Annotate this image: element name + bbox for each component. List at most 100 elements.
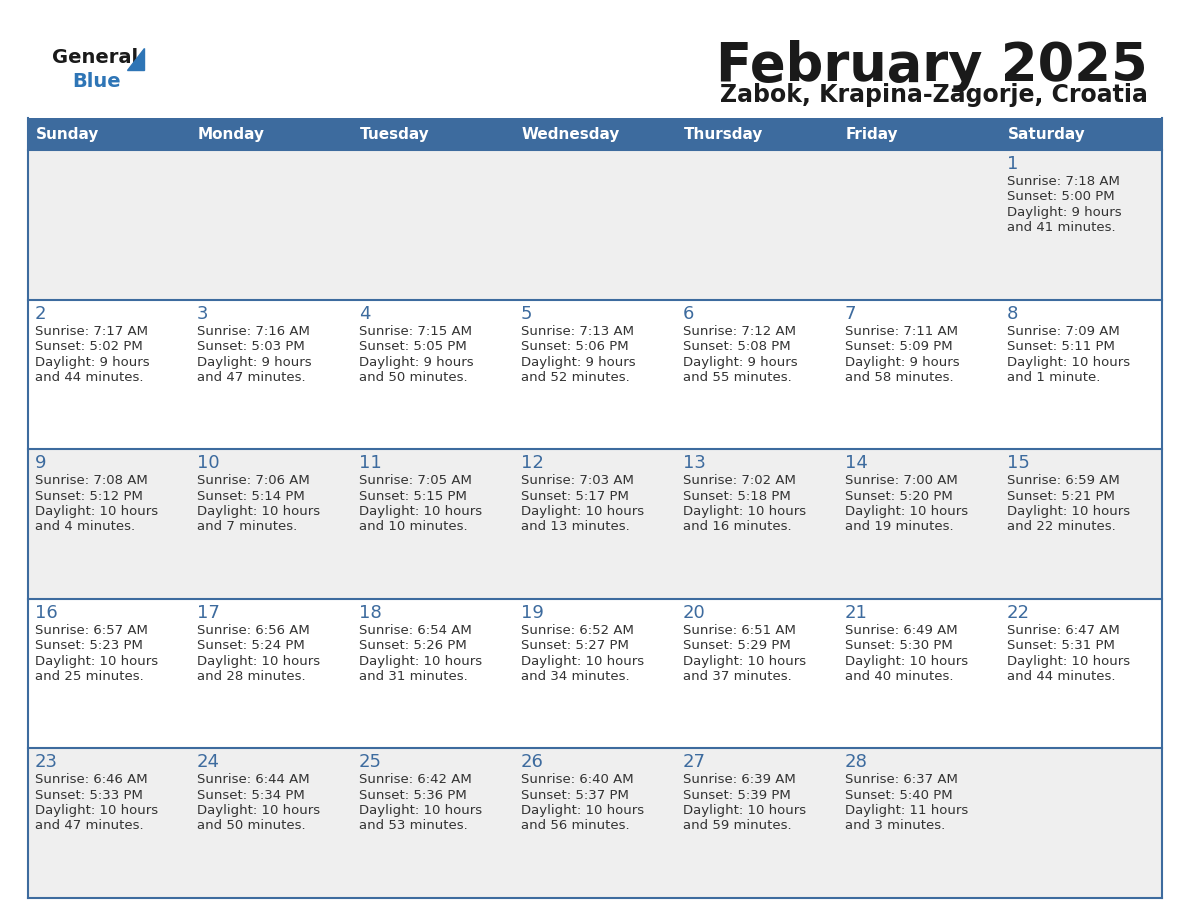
Text: Friday: Friday — [846, 127, 898, 141]
Text: Sunset: 5:17 PM: Sunset: 5:17 PM — [522, 489, 628, 503]
Bar — [190, 299, 352, 449]
Text: Daylight: 9 hours
and 55 minutes.: Daylight: 9 hours and 55 minutes. — [683, 355, 797, 384]
Text: Daylight: 10 hours
and 31 minutes.: Daylight: 10 hours and 31 minutes. — [359, 655, 482, 683]
Text: Daylight: 10 hours
and 16 minutes.: Daylight: 10 hours and 16 minutes. — [683, 505, 807, 533]
Bar — [352, 299, 514, 449]
Text: 28: 28 — [845, 754, 868, 771]
Text: 5: 5 — [522, 305, 532, 322]
Text: Sunset: 5:34 PM: Sunset: 5:34 PM — [197, 789, 305, 802]
Text: Sunset: 5:37 PM: Sunset: 5:37 PM — [522, 789, 628, 802]
Text: Daylight: 10 hours
and 19 minutes.: Daylight: 10 hours and 19 minutes. — [845, 505, 968, 533]
Text: Sunday: Sunday — [36, 127, 100, 141]
Bar — [514, 150, 676, 299]
Bar — [676, 449, 838, 599]
Text: Sunrise: 7:15 AM: Sunrise: 7:15 AM — [359, 325, 472, 338]
Text: Sunset: 5:26 PM: Sunset: 5:26 PM — [359, 639, 467, 653]
Text: Sunrise: 6:57 AM: Sunrise: 6:57 AM — [34, 624, 147, 637]
Text: Sunset: 5:12 PM: Sunset: 5:12 PM — [34, 489, 143, 503]
Text: Daylight: 10 hours
and 56 minutes.: Daylight: 10 hours and 56 minutes. — [522, 804, 644, 833]
Text: Sunset: 5:20 PM: Sunset: 5:20 PM — [845, 489, 953, 503]
Text: Sunrise: 6:42 AM: Sunrise: 6:42 AM — [359, 773, 472, 787]
Text: Sunset: 5:18 PM: Sunset: 5:18 PM — [683, 489, 791, 503]
Text: Sunrise: 7:00 AM: Sunrise: 7:00 AM — [845, 475, 958, 487]
Bar — [838, 599, 1000, 748]
Text: Daylight: 10 hours
and 22 minutes.: Daylight: 10 hours and 22 minutes. — [1007, 505, 1130, 533]
Bar — [838, 118, 1000, 150]
Bar — [676, 118, 838, 150]
Text: Sunset: 5:23 PM: Sunset: 5:23 PM — [34, 639, 143, 653]
Text: 3: 3 — [197, 305, 209, 322]
Text: Sunset: 5:08 PM: Sunset: 5:08 PM — [683, 340, 791, 353]
Polygon shape — [127, 48, 144, 70]
Bar — [352, 748, 514, 898]
Bar — [676, 599, 838, 748]
Text: Sunrise: 7:08 AM: Sunrise: 7:08 AM — [34, 475, 147, 487]
Text: 16: 16 — [34, 604, 58, 621]
Text: Sunset: 5:02 PM: Sunset: 5:02 PM — [34, 340, 143, 353]
Text: 24: 24 — [197, 754, 220, 771]
Text: Sunset: 5:15 PM: Sunset: 5:15 PM — [359, 489, 467, 503]
Bar — [352, 449, 514, 599]
Bar — [514, 299, 676, 449]
Bar — [29, 599, 190, 748]
Text: Daylight: 9 hours
and 52 minutes.: Daylight: 9 hours and 52 minutes. — [522, 355, 636, 384]
Text: February 2025: February 2025 — [716, 40, 1148, 92]
Text: 19: 19 — [522, 604, 544, 621]
Text: 27: 27 — [683, 754, 706, 771]
Bar — [1000, 150, 1162, 299]
Text: Daylight: 10 hours
and 7 minutes.: Daylight: 10 hours and 7 minutes. — [197, 505, 320, 533]
Text: Sunrise: 7:13 AM: Sunrise: 7:13 AM — [522, 325, 634, 338]
Text: Sunset: 5:30 PM: Sunset: 5:30 PM — [845, 639, 953, 653]
Text: 9: 9 — [34, 454, 46, 472]
Bar — [1000, 299, 1162, 449]
Bar — [838, 299, 1000, 449]
Text: Daylight: 10 hours
and 50 minutes.: Daylight: 10 hours and 50 minutes. — [197, 804, 320, 833]
Bar — [190, 599, 352, 748]
Text: Daylight: 10 hours
and 28 minutes.: Daylight: 10 hours and 28 minutes. — [197, 655, 320, 683]
Text: Daylight: 10 hours
and 4 minutes.: Daylight: 10 hours and 4 minutes. — [34, 505, 158, 533]
Text: Daylight: 10 hours
and 37 minutes.: Daylight: 10 hours and 37 minutes. — [683, 655, 807, 683]
Text: Sunrise: 7:05 AM: Sunrise: 7:05 AM — [359, 475, 472, 487]
Bar — [514, 748, 676, 898]
Text: Sunset: 5:05 PM: Sunset: 5:05 PM — [359, 340, 467, 353]
Text: 25: 25 — [359, 754, 383, 771]
Text: Sunset: 5:24 PM: Sunset: 5:24 PM — [197, 639, 305, 653]
Text: Daylight: 9 hours
and 50 minutes.: Daylight: 9 hours and 50 minutes. — [359, 355, 474, 384]
Text: Wednesday: Wednesday — [522, 127, 620, 141]
Text: Daylight: 9 hours
and 41 minutes.: Daylight: 9 hours and 41 minutes. — [1007, 206, 1121, 234]
Bar — [838, 449, 1000, 599]
Bar — [514, 449, 676, 599]
Text: Sunset: 5:06 PM: Sunset: 5:06 PM — [522, 340, 628, 353]
Text: Sunrise: 6:54 AM: Sunrise: 6:54 AM — [359, 624, 472, 637]
Text: Sunset: 5:33 PM: Sunset: 5:33 PM — [34, 789, 143, 802]
Text: Sunrise: 7:18 AM: Sunrise: 7:18 AM — [1007, 175, 1120, 188]
Text: Saturday: Saturday — [1007, 127, 1086, 141]
Text: Sunset: 5:29 PM: Sunset: 5:29 PM — [683, 639, 791, 653]
Bar — [514, 118, 676, 150]
Text: Sunrise: 7:11 AM: Sunrise: 7:11 AM — [845, 325, 958, 338]
Text: 6: 6 — [683, 305, 694, 322]
Bar — [676, 150, 838, 299]
Bar — [190, 748, 352, 898]
Text: Blue: Blue — [72, 72, 121, 91]
Text: Sunset: 5:00 PM: Sunset: 5:00 PM — [1007, 191, 1114, 204]
Bar — [352, 599, 514, 748]
Bar — [1000, 748, 1162, 898]
Text: Sunrise: 6:40 AM: Sunrise: 6:40 AM — [522, 773, 633, 787]
Text: 13: 13 — [683, 454, 706, 472]
Text: Sunrise: 7:12 AM: Sunrise: 7:12 AM — [683, 325, 796, 338]
Bar — [676, 748, 838, 898]
Text: Sunrise: 7:02 AM: Sunrise: 7:02 AM — [683, 475, 796, 487]
Text: Sunrise: 7:16 AM: Sunrise: 7:16 AM — [197, 325, 310, 338]
Bar — [676, 299, 838, 449]
Text: Thursday: Thursday — [684, 127, 764, 141]
Text: General: General — [52, 48, 138, 67]
Text: Daylight: 10 hours
and 25 minutes.: Daylight: 10 hours and 25 minutes. — [34, 655, 158, 683]
Text: 4: 4 — [359, 305, 371, 322]
Text: Sunrise: 6:37 AM: Sunrise: 6:37 AM — [845, 773, 958, 787]
Text: Sunrise: 6:47 AM: Sunrise: 6:47 AM — [1007, 624, 1120, 637]
Bar — [190, 449, 352, 599]
Text: 11: 11 — [359, 454, 381, 472]
Text: 1: 1 — [1007, 155, 1018, 173]
Text: Sunrise: 6:46 AM: Sunrise: 6:46 AM — [34, 773, 147, 787]
